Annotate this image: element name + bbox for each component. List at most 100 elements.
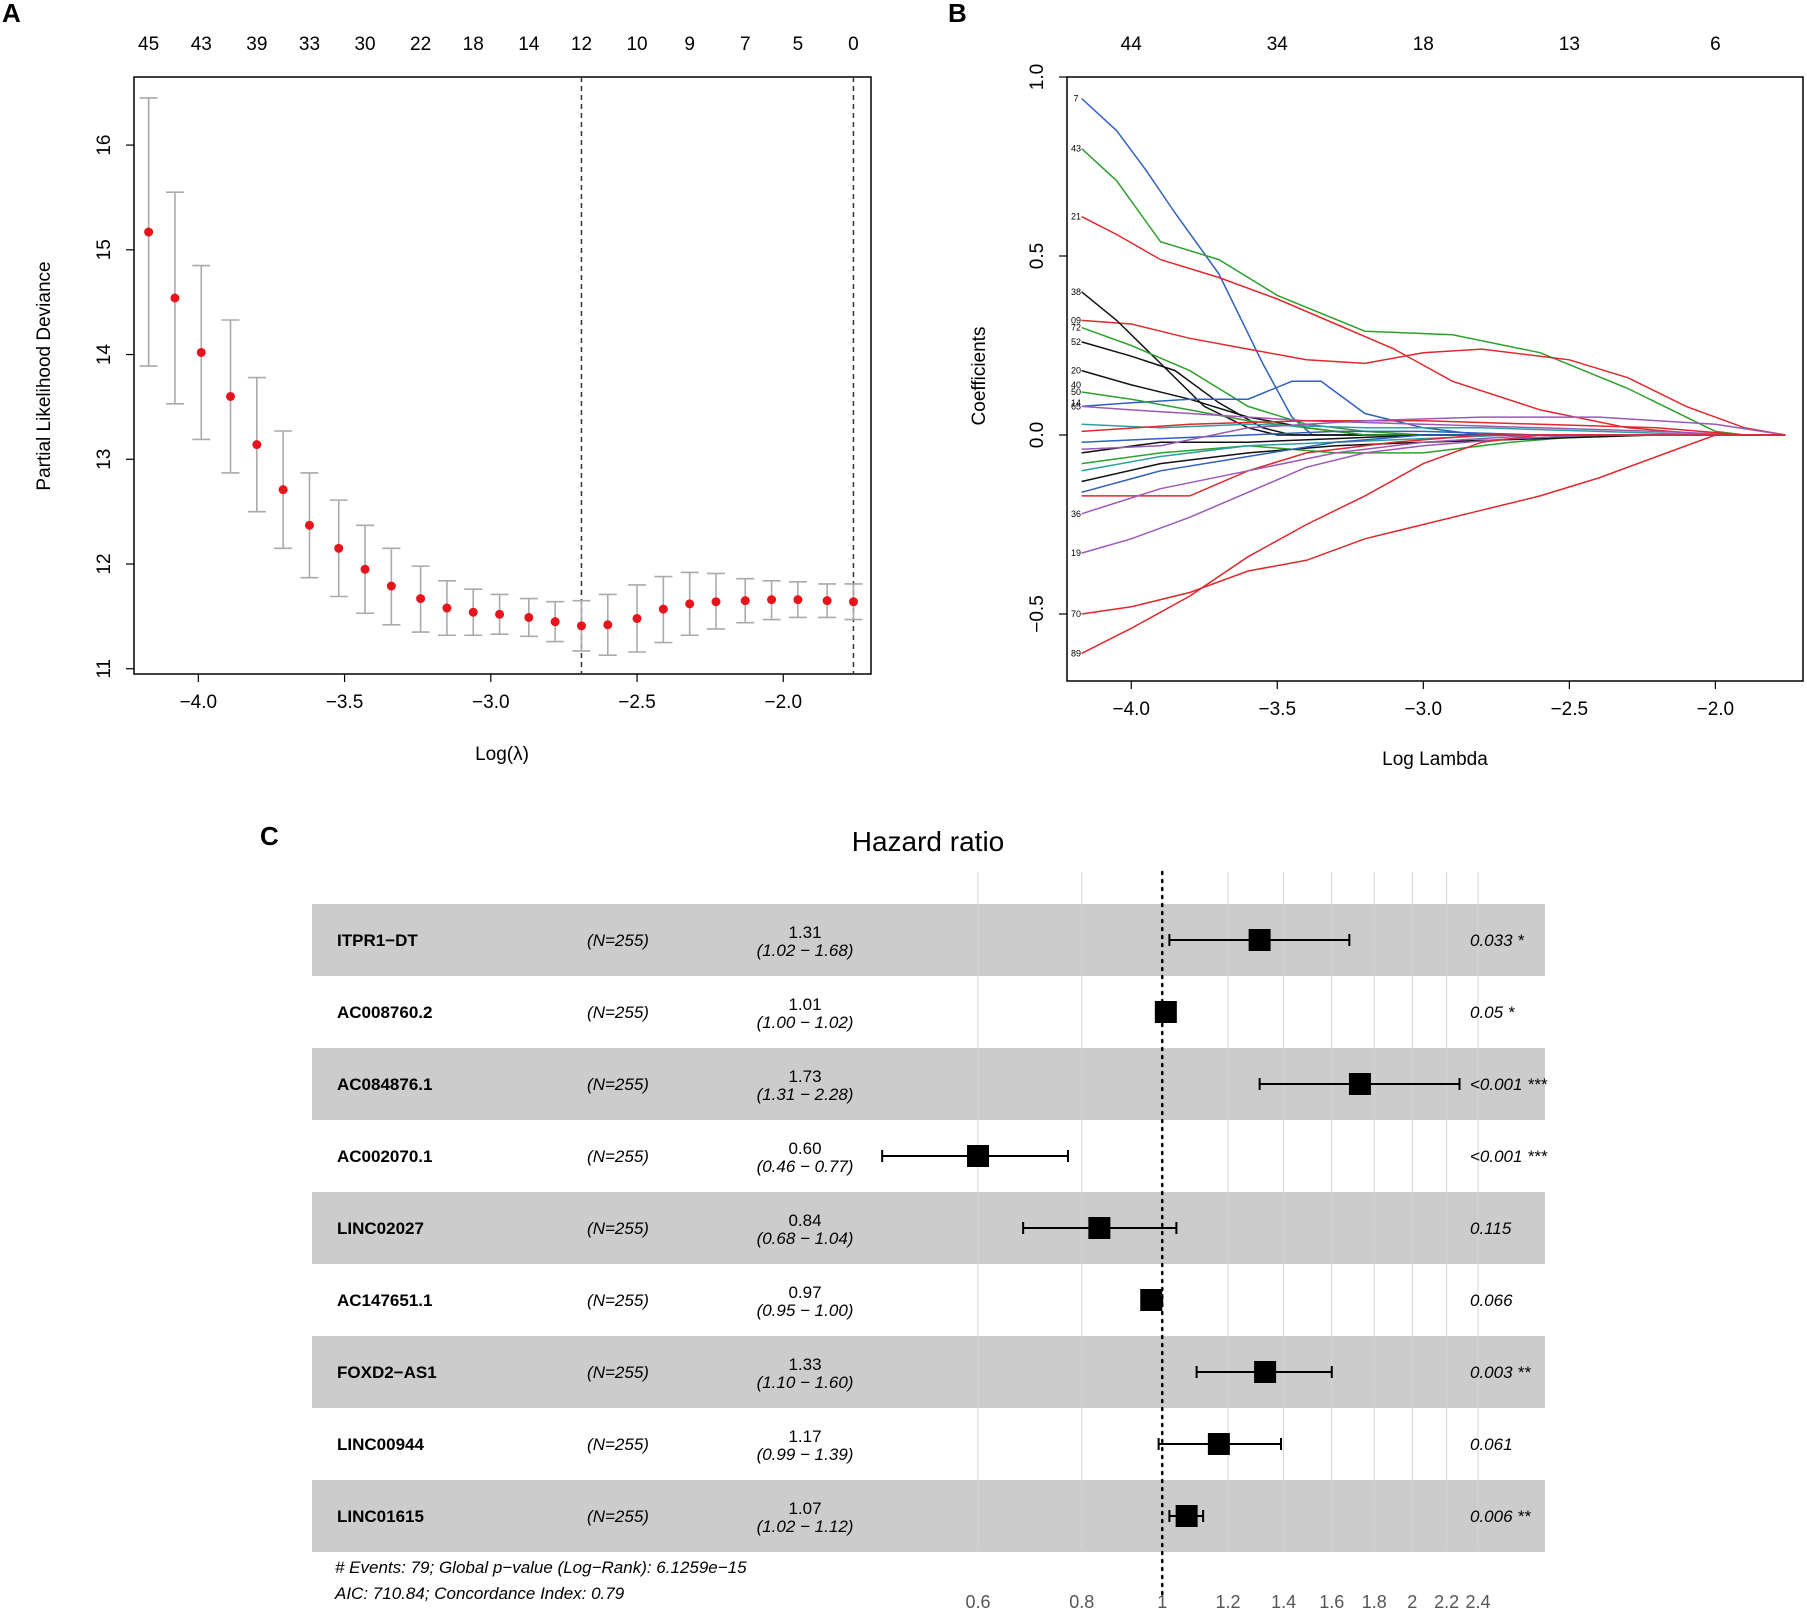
panel-b-coef-path-40	[1081, 380, 1786, 436]
panel-b-coef-path-36	[1081, 434, 1786, 515]
forest-ci-value: (1.00 − 1.02)	[757, 1013, 854, 1032]
panel-a-top-tick-label: 18	[463, 34, 484, 55]
panel-letter-b: B	[948, 0, 967, 28]
panel-a-y-tick-label: 15	[94, 239, 115, 260]
forest-x-tick-label: 2.4	[1465, 1592, 1490, 1612]
forest-hr-value: 1.73	[788, 1067, 821, 1086]
forest-x-tick-label: 1	[1157, 1592, 1167, 1612]
forest-ci-value: (1.02 − 1.68)	[757, 941, 854, 960]
panel-a-top-tick-label: 43	[191, 34, 212, 55]
panel-c-forest-plot: Hazard ratio ITPR1−DT (N=255) 1.31(1.02 − …	[312, 826, 1548, 1612]
panel-b-path-label: 89	[1071, 648, 1081, 658]
forest-x-tick-label: 2.2	[1434, 1592, 1459, 1612]
panel-b-x-tick-label: −2.5	[1551, 699, 1589, 720]
panel-b-path-label: 65	[1071, 401, 1081, 411]
forest-point-estimate	[1254, 1361, 1277, 1383]
panel-b-coef-path-52	[1081, 341, 1786, 436]
panel-b-coef-path-c10	[1081, 434, 1786, 497]
forest-row-shading	[312, 1192, 1545, 1264]
panel-b-coef-path-c2	[1081, 419, 1786, 436]
forest-gene-label: LINC02027	[337, 1219, 424, 1238]
panel-b-path-label: 38	[1071, 287, 1081, 297]
panel-a-point	[226, 391, 236, 401]
panel-a-point	[848, 597, 858, 607]
panel-a-point	[632, 613, 642, 623]
forest-p-value: 0.115	[1470, 1219, 1512, 1238]
panel-a-top-tick-label: 14	[518, 34, 540, 55]
forest-hr-value: 1.33	[788, 1355, 821, 1374]
forest-plot-title: Hazard ratio	[852, 826, 1005, 857]
forest-point-estimate	[1154, 1001, 1177, 1023]
panel-a-point	[658, 604, 668, 614]
panel-b-path-label: 09	[1071, 315, 1081, 325]
panel-a-point	[416, 594, 426, 604]
forest-point-estimate	[1175, 1505, 1198, 1527]
forest-n-label: (N=255)	[587, 1219, 649, 1238]
panel-a-top-tick-label: 22	[410, 34, 431, 55]
panel-a-point	[524, 612, 534, 622]
panel-b-top-tick-label: 44	[1121, 34, 1143, 55]
forest-ci-value: (0.99 − 1.39)	[757, 1445, 854, 1464]
panel-a-point	[685, 599, 695, 609]
panel-a-point	[822, 596, 832, 606]
panel-a-point	[576, 621, 586, 631]
panel-a-x-tick-label: −2.5	[618, 692, 656, 713]
panel-b-x-tick-label: −3.5	[1259, 699, 1297, 720]
forest-footnote-aic: AIC: 710.84; Concordance Index: 0.79	[334, 1584, 625, 1603]
panel-a-y-tick-label: 16	[94, 135, 115, 156]
panel-b-path-label: 20	[1071, 366, 1081, 376]
panel-a-top-tick-label: 12	[571, 34, 592, 55]
forest-x-tick-label: 0.6	[965, 1592, 990, 1612]
forest-gene-label: AC002070.1	[337, 1147, 432, 1166]
panel-b-coef-path-38	[1081, 291, 1786, 436]
panel-a-top-tick-label: 5	[793, 34, 804, 55]
panel-b-x-tick-label: −4.0	[1112, 699, 1150, 720]
forest-point-estimate	[967, 1145, 989, 1167]
panel-b-x-tick-label: −2.0	[1697, 699, 1735, 720]
forest-x-tick-label: 2	[1407, 1592, 1417, 1612]
forest-row-shading	[312, 904, 1545, 976]
panel-a-plot-frame	[133, 76, 872, 675]
panel-a-top-tick-label: 30	[354, 34, 375, 55]
panel-b-top-tick-label: 6	[1710, 34, 1721, 55]
forest-ci-value: (0.68 − 1.04)	[757, 1229, 854, 1248]
forest-n-label: (N=255)	[587, 1075, 649, 1094]
panel-b-coef-path-89	[1081, 434, 1786, 655]
panel-b-path-label: 19	[1071, 548, 1081, 558]
forest-gene-label: ITPR1−DT	[337, 931, 418, 950]
panel-b-top-tick-label: 13	[1559, 34, 1580, 55]
forest-gene-label: LINC00944	[337, 1435, 424, 1454]
forest-gene-label: AC008760.2	[337, 1003, 432, 1022]
forest-hr-value: 1.07	[788, 1499, 821, 1518]
panel-b-y-tick-label: −0.5	[1027, 595, 1048, 633]
forest-gene-label: FOXD2−AS1	[337, 1363, 437, 1382]
panel-b-coef-path-09	[1081, 319, 1786, 436]
forest-p-value: 0.061	[1470, 1435, 1513, 1454]
panel-a-x-tick-label: −3.5	[326, 692, 364, 713]
panel-a-point	[793, 595, 803, 605]
forest-gene-label: AC084876.1	[337, 1075, 432, 1094]
panel-letter-a: A	[2, 0, 21, 28]
panel-b-path-label: 70	[1071, 609, 1081, 619]
forest-ci-value: (1.02 − 1.12)	[757, 1517, 854, 1536]
panel-a-point	[278, 485, 288, 495]
panel-b-path-label: 50	[1071, 387, 1081, 397]
panel-a-point	[442, 603, 452, 613]
forest-ci-value: (1.10 − 1.60)	[757, 1373, 854, 1392]
panel-b-coef-path-50	[1081, 391, 1786, 436]
panel-b-plot-frame	[1066, 76, 1804, 682]
panel-b-coef-path-14	[1081, 405, 1786, 436]
panel-a-y-axis-label: Partial Likelihood Deviance	[34, 261, 55, 490]
forest-hr-value: 1.01	[788, 995, 821, 1014]
forest-row-shading	[312, 1336, 1545, 1408]
forest-hr-value: 0.60	[788, 1139, 821, 1158]
forest-p-value: 0.006 **	[1470, 1507, 1532, 1526]
panel-a-top-tick-label: 0	[848, 34, 859, 55]
panel-a-point	[170, 293, 180, 303]
forest-p-value: <0.001 ***	[1470, 1147, 1548, 1166]
forest-gene-label: AC147651.1	[337, 1291, 432, 1310]
panel-b-y-tick-label: 0.5	[1027, 243, 1048, 269]
panel-a-point	[196, 347, 206, 357]
panel-b-path-label: 21	[1071, 212, 1081, 222]
forest-p-value: 0.003 **	[1470, 1363, 1532, 1382]
